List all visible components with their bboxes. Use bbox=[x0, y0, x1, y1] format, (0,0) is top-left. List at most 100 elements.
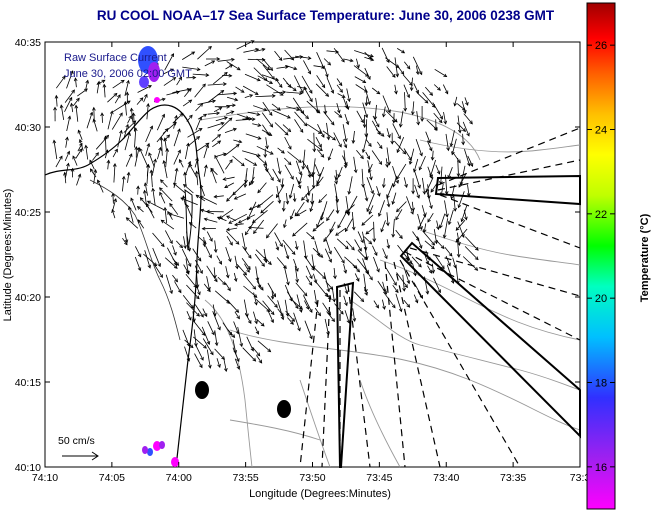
current-vector-head bbox=[341, 58, 345, 63]
current-vector-head bbox=[345, 106, 350, 111]
current-vector bbox=[257, 277, 261, 288]
current-vector bbox=[236, 264, 247, 276]
x-axis-label: Longitude (Degrees:Minutes) bbox=[249, 488, 391, 500]
current-vector-head bbox=[337, 224, 341, 229]
current-vector bbox=[161, 219, 175, 230]
current-vector bbox=[253, 67, 268, 81]
current-vector-head bbox=[101, 79, 106, 84]
current-vector-head bbox=[231, 57, 235, 62]
current-vector bbox=[337, 93, 346, 98]
current-vector bbox=[164, 138, 167, 151]
current-vector-head bbox=[216, 216, 221, 220]
current-vector-head bbox=[280, 316, 285, 321]
current-vector-head bbox=[335, 49, 340, 54]
current-vector bbox=[318, 194, 328, 203]
current-vector-head bbox=[319, 254, 324, 258]
current-vector-head bbox=[345, 121, 350, 126]
current-vector bbox=[316, 166, 325, 184]
current-vector bbox=[432, 150, 434, 160]
current-vector bbox=[322, 302, 331, 316]
current-vector bbox=[386, 128, 391, 138]
current-vector bbox=[180, 197, 198, 206]
current-vector bbox=[248, 227, 264, 229]
current-vector bbox=[396, 48, 405, 54]
current-vector bbox=[255, 299, 270, 312]
current-vector-head bbox=[305, 199, 310, 204]
current-vector bbox=[164, 257, 178, 269]
current-vector-head bbox=[243, 183, 248, 188]
current-vector bbox=[304, 320, 313, 339]
current-vector bbox=[64, 89, 75, 103]
current-vector-head bbox=[410, 210, 414, 215]
current-vector bbox=[226, 215, 237, 221]
current-vector-head bbox=[292, 87, 297, 92]
current-vector bbox=[254, 253, 265, 267]
current-vector-head bbox=[70, 70, 74, 75]
current-vector-head bbox=[73, 77, 78, 82]
colorbar-tick-label: 20 bbox=[595, 293, 607, 305]
current-vector bbox=[234, 311, 240, 319]
current-vector bbox=[362, 231, 367, 250]
current-vector bbox=[392, 284, 399, 293]
current-vector bbox=[355, 84, 368, 93]
current-vector bbox=[314, 307, 321, 316]
current-vector-head bbox=[111, 209, 115, 214]
current-vector bbox=[392, 176, 397, 187]
current-vector bbox=[156, 128, 169, 143]
current-vector-head bbox=[353, 264, 358, 269]
current-vector bbox=[374, 104, 377, 120]
current-vector bbox=[192, 248, 202, 262]
current-vector-head bbox=[430, 245, 435, 250]
current-vector-head bbox=[197, 291, 201, 296]
current-vector bbox=[313, 273, 317, 283]
current-vector bbox=[294, 201, 305, 217]
current-vector bbox=[79, 139, 84, 151]
current-vector-head bbox=[217, 140, 222, 145]
current-vector-head bbox=[314, 301, 319, 306]
current-vector-head bbox=[106, 159, 111, 164]
current-vector bbox=[303, 60, 311, 74]
current-vector-head bbox=[332, 136, 336, 141]
current-vector-head bbox=[216, 111, 221, 116]
current-vector bbox=[55, 156, 63, 168]
current-vector-head bbox=[474, 267, 479, 271]
current-vector-head bbox=[113, 198, 117, 203]
current-vector bbox=[406, 196, 414, 215]
y-tick-label: 40:10 bbox=[15, 462, 41, 474]
current-vector-head bbox=[351, 139, 356, 144]
current-vector-head bbox=[228, 73, 233, 78]
current-vector-head bbox=[370, 190, 374, 195]
current-vector-head bbox=[173, 121, 177, 126]
current-vector-head bbox=[356, 64, 360, 69]
current-vector-head bbox=[368, 210, 373, 215]
current-vector-head bbox=[279, 243, 283, 248]
current-vector-head bbox=[254, 320, 258, 325]
current-vector-head bbox=[299, 91, 303, 96]
current-vector bbox=[124, 232, 128, 243]
current-vector bbox=[411, 201, 414, 211]
current-vector bbox=[365, 96, 368, 106]
current-vector bbox=[430, 183, 438, 193]
current-vector bbox=[244, 158, 257, 166]
current-vector bbox=[203, 283, 211, 292]
current-vector bbox=[206, 349, 211, 369]
current-vector-head bbox=[341, 94, 346, 98]
current-vector bbox=[294, 111, 308, 127]
current-vector-head bbox=[239, 343, 244, 348]
current-vector-head bbox=[174, 114, 178, 119]
current-vector bbox=[426, 177, 434, 192]
current-vector-head bbox=[96, 80, 101, 85]
current-vector-head bbox=[188, 221, 193, 226]
current-vector bbox=[392, 165, 399, 184]
current-vector bbox=[186, 231, 191, 251]
current-vector-head bbox=[360, 239, 364, 244]
current-vector-head bbox=[66, 162, 70, 167]
current-vector-head bbox=[428, 147, 433, 152]
current-vector bbox=[413, 294, 418, 303]
current-vector-head bbox=[63, 171, 67, 176]
current-vector-head bbox=[328, 250, 332, 255]
current-vector bbox=[228, 213, 247, 224]
current-vector bbox=[225, 230, 240, 245]
current-vector-head bbox=[390, 140, 395, 145]
current-vector bbox=[233, 321, 239, 334]
